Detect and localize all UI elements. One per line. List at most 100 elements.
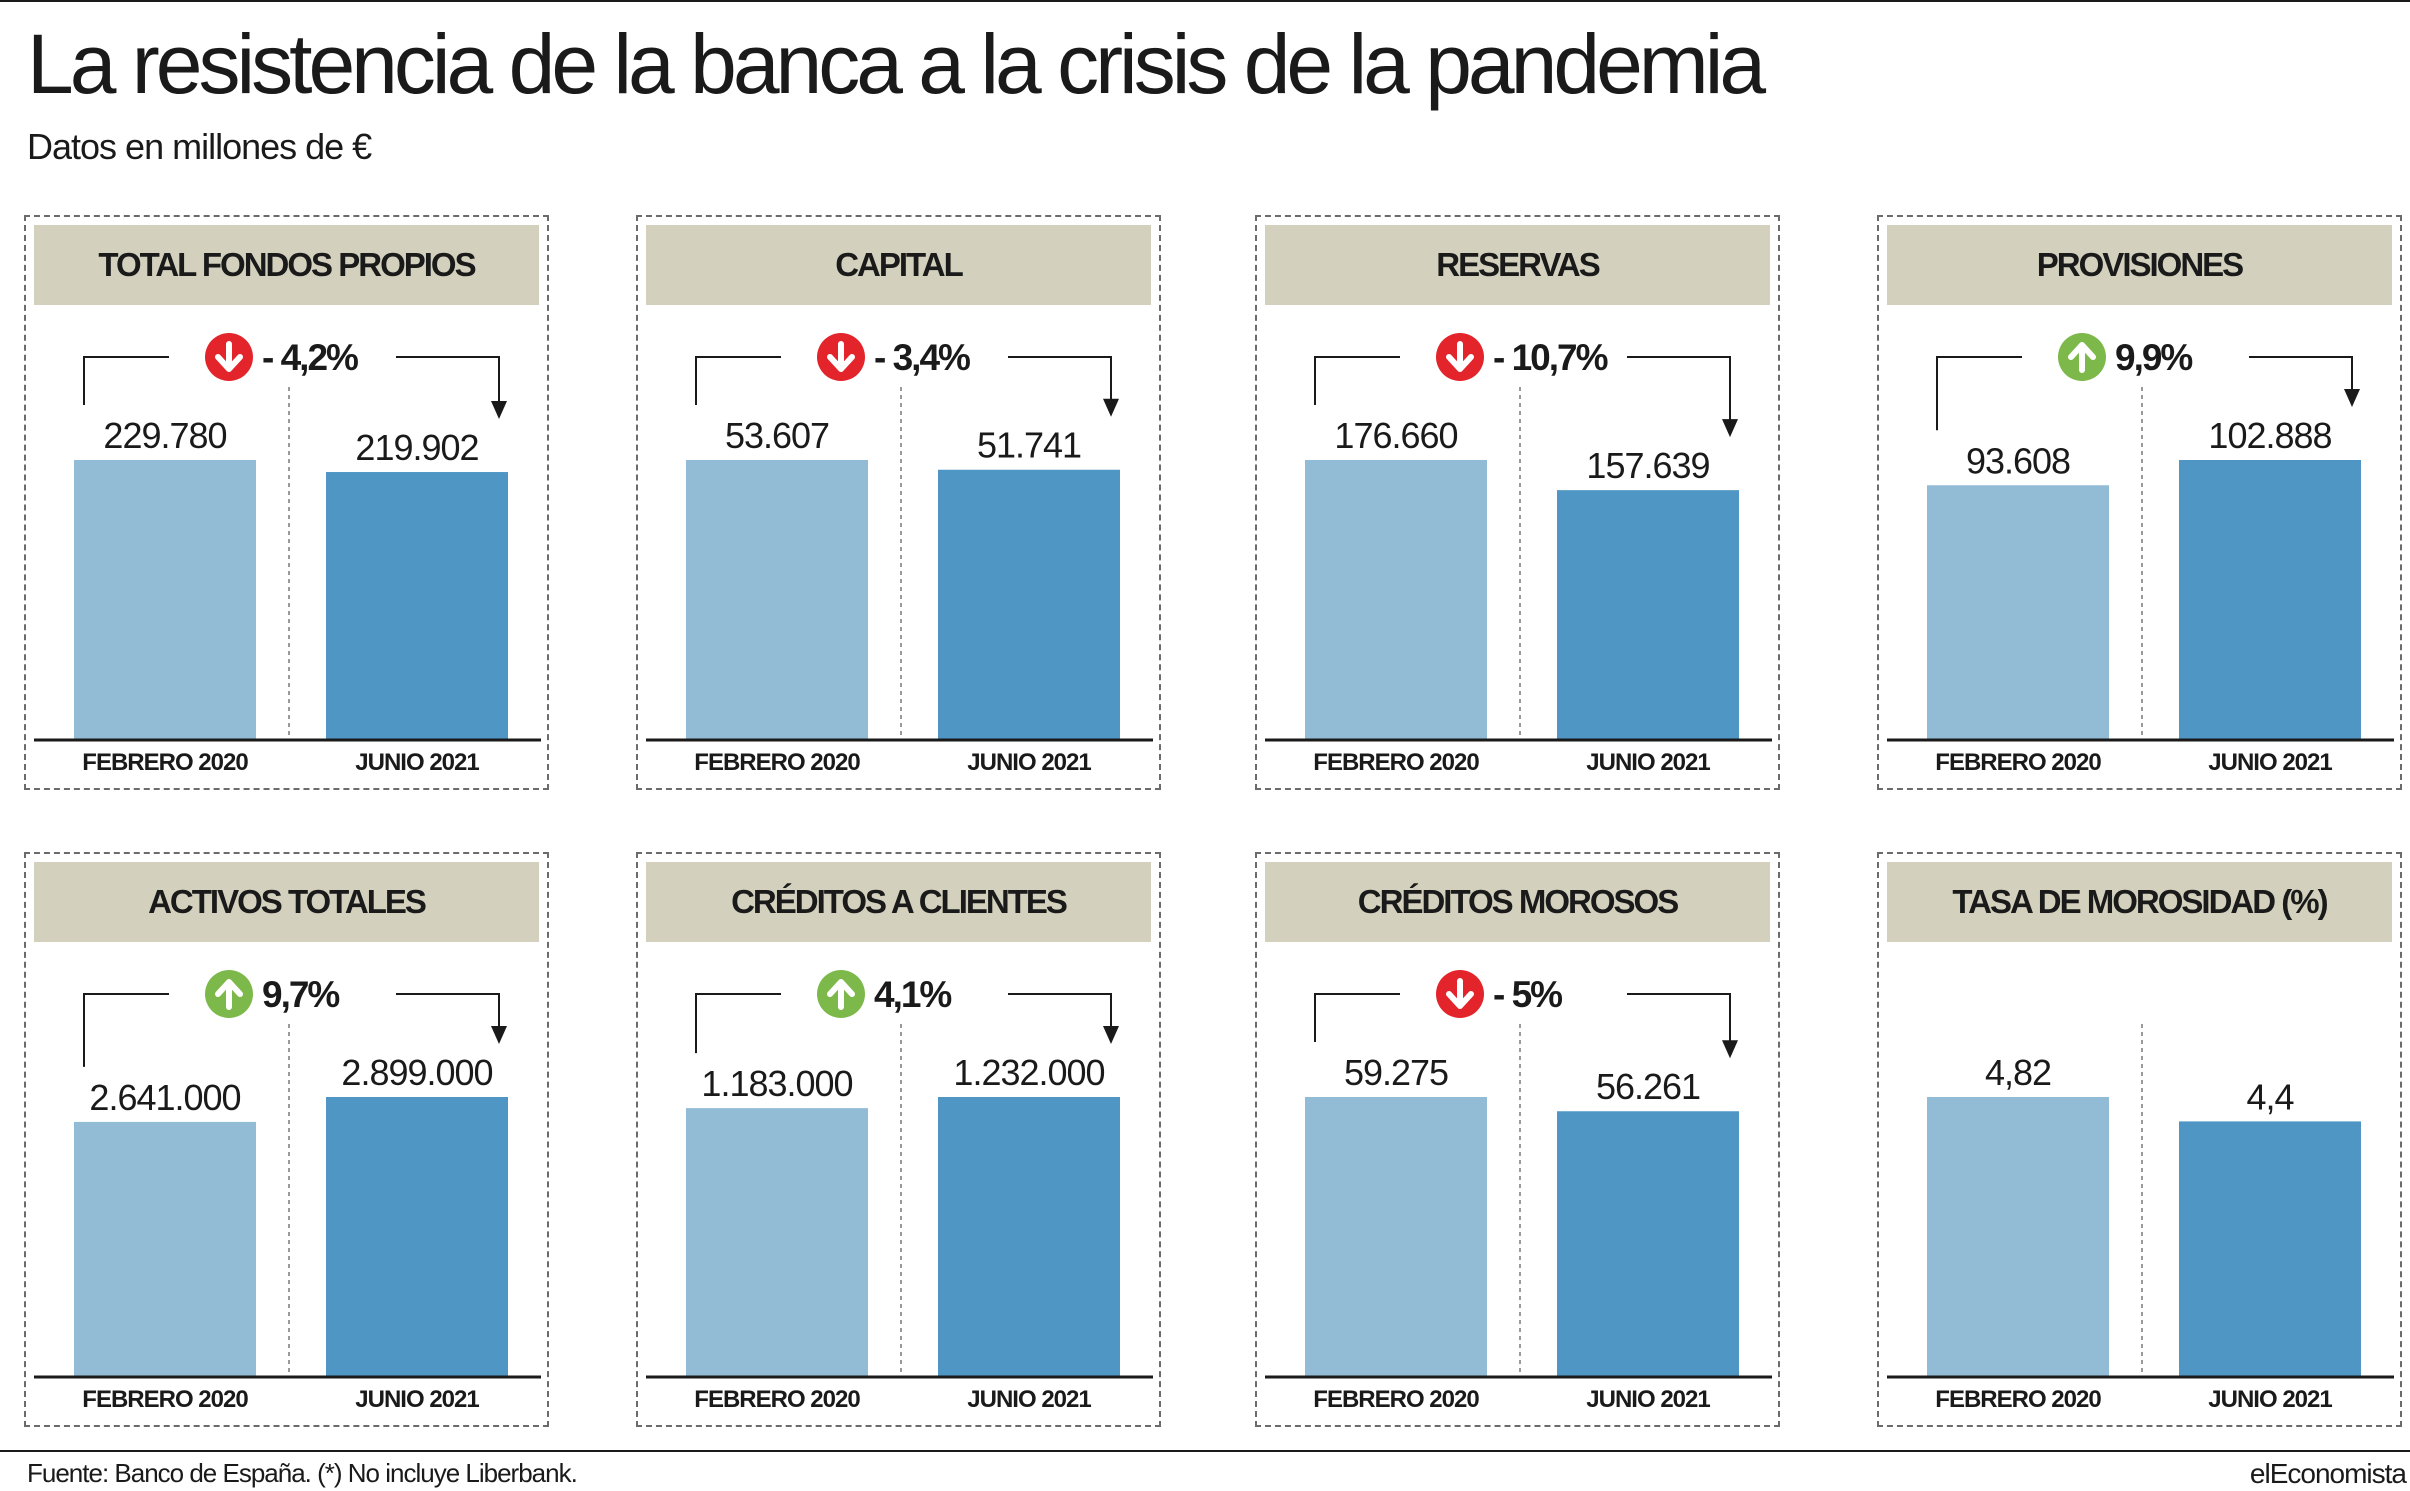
- chart-title: TOTAL FONDOS PROPIOS: [98, 246, 476, 283]
- data-label: 1.183.000: [701, 1063, 852, 1104]
- chart-plot: 93.608 102.888 FEBRERO 2020 JUNIO 2021 9,9%: [1887, 333, 2394, 776]
- tick-label: JUNIO 2021: [967, 749, 1091, 776]
- chart-title-band: PROVISIONES: [1887, 225, 2392, 305]
- chart-plot: 4,82 4,4 FEBRERO 2020 JUNIO 2021: [1887, 1024, 2394, 1413]
- chart-plot: 176.660 157.639 FEBRERO 2020 JUNIO 2021 - 10…: [1265, 333, 1772, 776]
- bar: [686, 1108, 868, 1377]
- chart-panel: CRÉDITOS A CLIENTES 1.183.000 1.232.000 FEB…: [636, 852, 1161, 1427]
- chart-title: PROVISIONES: [2036, 246, 2244, 283]
- bar: [2179, 1121, 2361, 1377]
- tick-label: FEBRERO 2020: [82, 1386, 248, 1413]
- change-bracket-left: [83, 356, 169, 405]
- chart-plot: 229.780 219.902 FEBRERO 2020 JUNIO 2021 - 4,…: [34, 333, 541, 776]
- page-title: La resistencia de la banca a la crisis d…: [27, 17, 1766, 111]
- chart-title: CRÉDITOS MOROSOS: [1357, 883, 1679, 920]
- change-arrowhead: [1103, 1026, 1119, 1044]
- data-label: 56.261: [1596, 1066, 1700, 1107]
- data-label: 176.660: [1334, 415, 1457, 456]
- arrow-up-icon: [2058, 333, 2106, 381]
- chart-plot: 53.607 51.741 FEBRERO 2020 JUNIO 2021 - 3,4%: [646, 333, 1153, 776]
- bar: [1557, 1111, 1739, 1377]
- change-bracket-right: [1627, 356, 1731, 422]
- bar: [938, 469, 1120, 740]
- chart-title-band: TASA DE MOROSIDAD (%): [1887, 862, 2392, 942]
- bar: [1557, 490, 1739, 740]
- chart-title: TASA DE MOROSIDAD (%): [1952, 883, 2328, 920]
- page-subtitle: Datos en millones de €: [27, 126, 372, 167]
- tick-label: JUNIO 2021: [1586, 749, 1710, 776]
- bar: [74, 1121, 256, 1377]
- chart-title: CRÉDITOS A CLIENTES: [731, 883, 1068, 920]
- brand-logo: elEconomista: [2249, 1458, 2407, 1489]
- tick-label: JUNIO 2021: [2208, 1386, 2332, 1413]
- change-bracket-right: [2249, 356, 2353, 391]
- chart-panel: TOTAL FONDOS PROPIOS 229.780 219.902 FEBRER…: [24, 215, 549, 790]
- data-label: 59.275: [1344, 1052, 1448, 1093]
- data-label: 102.888: [2208, 415, 2331, 456]
- arrow-up-icon: [205, 970, 253, 1018]
- chart-title: RESERVAS: [1436, 246, 1601, 283]
- chart-panel: RESERVAS 176.660 157.639 FEBRERO 2020 JUNIO …: [1255, 215, 1780, 790]
- chart-plot: 1.183.000 1.232.000 FEBRERO 2020 JUNIO 2021…: [646, 970, 1153, 1413]
- change-label: - 3,4%: [874, 337, 970, 378]
- change-bracket-right: [396, 356, 500, 404]
- bar: [326, 472, 508, 740]
- change-label: 9,9%: [2115, 337, 2192, 378]
- change-arrowhead: [1722, 1040, 1738, 1059]
- data-label: 2.641.000: [89, 1077, 240, 1118]
- arrow-up-icon: [817, 970, 865, 1018]
- chart-title-band: ACTIVOS TOTALES: [34, 862, 539, 942]
- change-label: 4,1%: [874, 974, 951, 1015]
- data-label: 51.741: [977, 425, 1081, 466]
- chart-panel: TASA DE MOROSIDAD (%) 4,82 4,4 FEBRERO 2020…: [1877, 852, 2402, 1427]
- tick-label: FEBRERO 2020: [1313, 749, 1479, 776]
- tick-label: FEBRERO 2020: [694, 1386, 860, 1413]
- chart-panel: ACTIVOS TOTALES 2.641.000 2.899.000 FEBRERO…: [24, 852, 549, 1427]
- chart-title: CAPITAL: [835, 246, 964, 283]
- bar: [1927, 1097, 2109, 1377]
- tick-label: JUNIO 2021: [355, 1386, 479, 1413]
- change-label: - 10,7%: [1493, 337, 1608, 378]
- change-label: - 4,2%: [262, 337, 358, 378]
- data-label: 2.899.000: [341, 1052, 492, 1093]
- chart-title-band: RESERVAS: [1265, 225, 1770, 305]
- data-label: 53.607: [725, 415, 829, 456]
- data-label: 229.780: [103, 415, 226, 456]
- change-label: - 5%: [1493, 974, 1562, 1015]
- bar: [1305, 460, 1487, 740]
- change-bracket-left: [83, 993, 169, 1067]
- bar: [74, 460, 256, 740]
- data-label: 219.902: [355, 427, 478, 468]
- bar: [326, 1097, 508, 1377]
- change-bracket-left: [695, 993, 781, 1054]
- arrow-down-icon: [1436, 333, 1484, 381]
- tick-label: JUNIO 2021: [967, 1386, 1091, 1413]
- tick-label: JUNIO 2021: [2208, 749, 2332, 776]
- bar: [1927, 485, 2109, 740]
- change-arrowhead: [491, 401, 507, 420]
- tick-label: JUNIO 2021: [355, 749, 479, 776]
- bar: [938, 1097, 1120, 1377]
- tick-label: JUNIO 2021: [1586, 1386, 1710, 1413]
- chart-title-band: TOTAL FONDOS PROPIOS: [34, 225, 539, 305]
- change-bracket-left: [1936, 356, 2022, 431]
- data-label: 4,4: [2246, 1076, 2293, 1117]
- change-bracket-right: [1008, 356, 1112, 401]
- change-arrowhead: [1722, 419, 1738, 438]
- chart-title-band: CAPITAL: [646, 225, 1151, 305]
- data-label: 93.608: [1966, 440, 2070, 481]
- top-rule: [0, 0, 2410, 2]
- tick-label: FEBRERO 2020: [82, 749, 248, 776]
- bar: [2179, 460, 2361, 740]
- chart-title-band: CRÉDITOS A CLIENTES: [646, 862, 1151, 942]
- change-bracket-left: [1314, 993, 1400, 1042]
- chart-panel: CRÉDITOS MOROSOS 59.275 56.261 FEBRERO 2020…: [1255, 852, 1780, 1427]
- source-note: Fuente: Banco de España. (*) No incluye …: [27, 1458, 578, 1488]
- bottom-rule: [0, 1450, 2410, 1452]
- change-arrowhead: [2344, 389, 2360, 407]
- change-label: 9,7%: [262, 974, 339, 1015]
- change-bracket-left: [695, 356, 781, 405]
- data-label: 1.232.000: [953, 1052, 1104, 1093]
- chart-panel: CAPITAL 53.607 51.741 FEBRERO 2020 JUNIO 202…: [636, 215, 1161, 790]
